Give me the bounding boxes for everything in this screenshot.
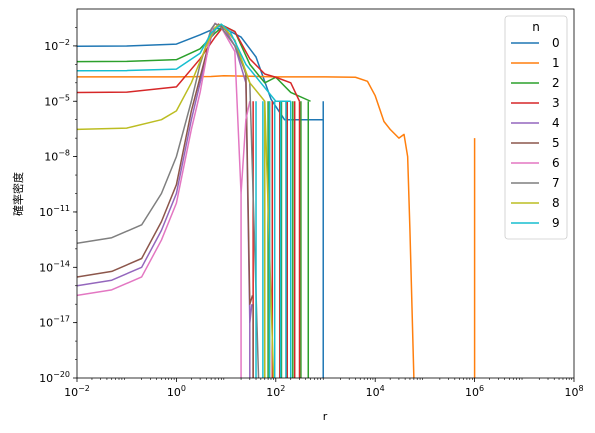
y-tick-label: 10−8 bbox=[44, 149, 70, 164]
legend-label: 3 bbox=[552, 96, 560, 110]
series-line-8 bbox=[77, 23, 275, 378]
legend-label: 8 bbox=[552, 196, 560, 210]
series-line-9 bbox=[77, 23, 291, 102]
series-line-5 bbox=[77, 23, 254, 305]
x-tick-label: 108 bbox=[564, 384, 583, 399]
x-axis: 10−2 100 102 104 106 108 bbox=[64, 378, 584, 399]
y-tick-label: 10−2 bbox=[44, 38, 70, 53]
legend-title: n bbox=[532, 20, 540, 34]
x-tick-label: 104 bbox=[366, 384, 385, 399]
x-tick-label: 10−2 bbox=[64, 384, 90, 399]
y-tick-label: 10−14 bbox=[39, 259, 70, 274]
legend: n 0 1 2 3 4 5 6 7 8 9 bbox=[504, 15, 568, 240]
x-tick-label: 102 bbox=[266, 384, 285, 399]
plot-frame bbox=[76, 8, 575, 379]
series-line-7 bbox=[77, 22, 260, 378]
y-tick-label: 10−17 bbox=[39, 315, 70, 330]
legend-label: 2 bbox=[552, 76, 560, 90]
legend-label: 5 bbox=[552, 136, 560, 150]
series-layer bbox=[77, 22, 476, 378]
x-axis-label: r bbox=[323, 410, 328, 423]
x-tick-label: 100 bbox=[167, 384, 186, 399]
series-line-3 bbox=[77, 25, 301, 102]
legend-label: 9 bbox=[552, 216, 560, 230]
x-tick-label: 106 bbox=[465, 384, 484, 399]
legend-label: 7 bbox=[552, 176, 560, 190]
series-line-6 bbox=[77, 22, 251, 297]
legend-label: 4 bbox=[552, 116, 560, 130]
legend-label: 1 bbox=[552, 56, 560, 70]
legend-label: 6 bbox=[552, 156, 560, 170]
y-tick-label: 10−5 bbox=[44, 93, 70, 108]
y-axis: 10−2 10−5 10−8 10−11 10−14 10−17 10−20 bbox=[39, 27, 77, 385]
y-tick-label: 10−20 bbox=[39, 370, 70, 385]
y-tick-label: 10−11 bbox=[39, 204, 70, 219]
legend-label: 0 bbox=[552, 36, 560, 50]
y-axis-label: 確率密度 bbox=[11, 172, 25, 216]
